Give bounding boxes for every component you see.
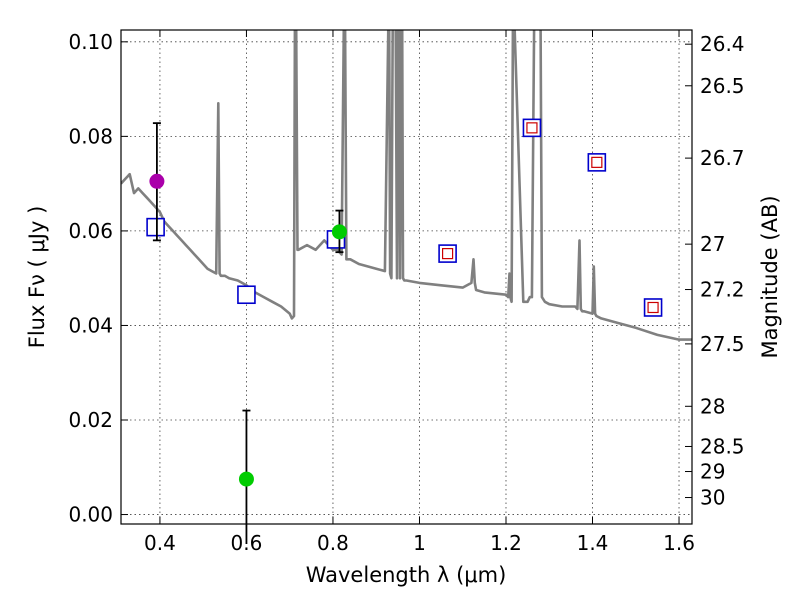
y-tick-label: 0.10 <box>68 30 113 54</box>
model-photometry-point <box>237 285 256 305</box>
model-spectrum-line <box>121 30 692 341</box>
y-tick-label: 0.02 <box>68 408 113 432</box>
x-tick-label: 0.8 <box>317 531 349 555</box>
magnitude-tick-label: 30 <box>700 486 725 510</box>
magnitude-axis-label: Magnitude (AB) <box>758 195 782 358</box>
model-photometry-inner <box>526 122 538 134</box>
x-axis-label: Wavelength λ (μm) <box>306 563 507 587</box>
model-photometry-inner <box>647 301 659 314</box>
magnitude-tick-label: 29 <box>700 460 725 484</box>
magnitude-tick-label: 28 <box>700 394 725 418</box>
magnitude-tick-label: 27 <box>700 232 725 256</box>
y-tick-label: 0.00 <box>68 503 113 527</box>
x-tick-label: 1 <box>413 531 426 555</box>
model-photometry-point <box>587 153 607 172</box>
plot-frame <box>120 29 693 525</box>
data-points <box>146 118 663 544</box>
y-tick-label: 0.08 <box>68 124 113 148</box>
x-tick-label: 0.4 <box>144 531 176 555</box>
magnitude-tick-label: 26.7 <box>700 146 745 170</box>
y-tick-label: 0.04 <box>68 313 113 337</box>
x-tick-label: 1.6 <box>663 531 695 555</box>
magnitude-tick-label: 28.5 <box>700 434 745 458</box>
magnitude-tick-label: 26.5 <box>700 74 745 98</box>
x-tick-label: 0.6 <box>231 531 263 555</box>
x-tick-label: 1.4 <box>577 531 609 555</box>
plot-area <box>121 30 692 524</box>
magnitude-tick-label: 27.2 <box>700 278 745 302</box>
gridlines <box>121 30 692 524</box>
axis-ticks: 0.4 0.6 0.8 1 1.2 1.4 1.6 0.00 0.02 0.04 0.06 0.08 0… <box>68 30 744 555</box>
y-tick-label: 0.06 <box>68 219 113 243</box>
observed-point <box>149 173 165 189</box>
model-photometry-inner <box>591 156 603 168</box>
model-photometry-point <box>522 118 542 138</box>
y-axis-label: Flux Fν ( μJy ) <box>25 206 49 349</box>
model-photometry-inner <box>441 248 454 260</box>
model-photometry-point <box>643 298 663 317</box>
observed-point <box>238 471 254 487</box>
x-tick-label: 1.2 <box>490 531 522 555</box>
magnitude-tick-label: 26.4 <box>700 32 745 56</box>
model-photometry-point <box>438 244 457 263</box>
magnitude-tick-label: 27.5 <box>700 332 745 356</box>
plot-data <box>121 30 692 341</box>
model-photometry-point <box>146 217 165 237</box>
observed-point <box>331 224 347 240</box>
